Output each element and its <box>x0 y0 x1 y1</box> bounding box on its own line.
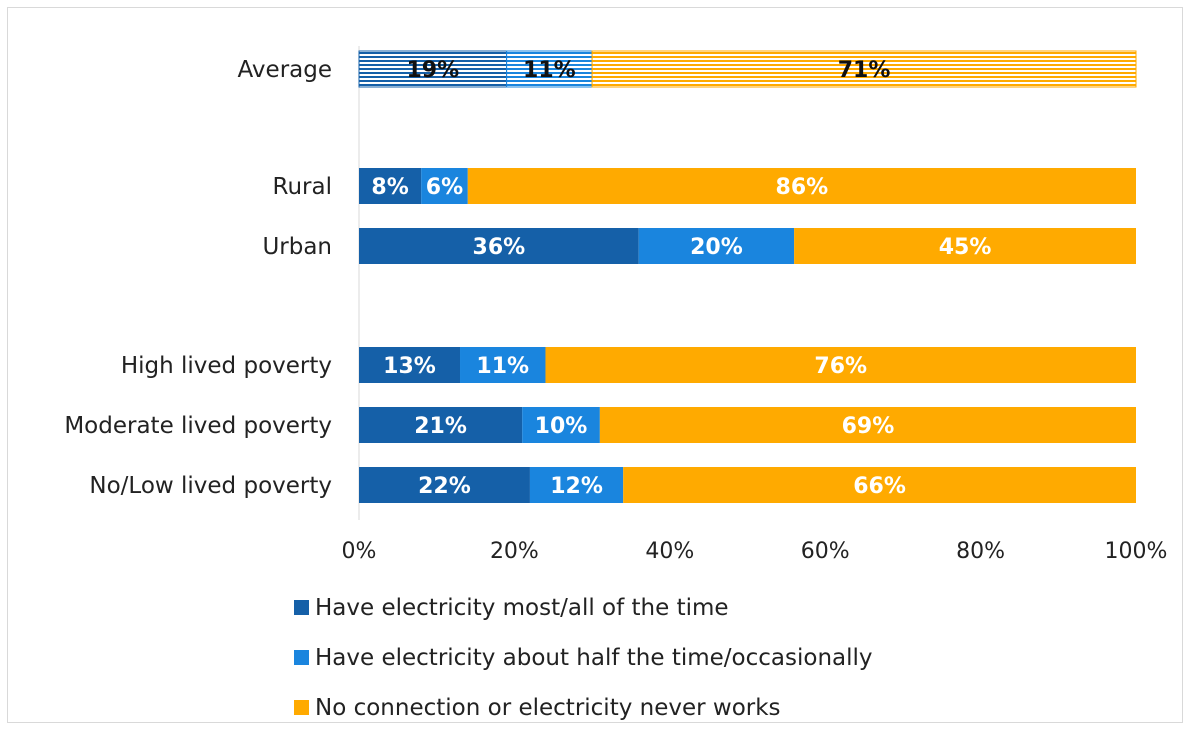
x-tick-label: 20% <box>490 539 539 564</box>
category-label: Urban <box>262 234 332 260</box>
data-label: 76% <box>814 354 867 379</box>
x-tick-label: 100% <box>1105 539 1168 564</box>
legend-item-most-time: Have electricity most/all of the time <box>294 594 873 621</box>
category-label: High lived poverty <box>121 353 332 379</box>
legend-label: Have electricity most/all of the time <box>315 595 729 621</box>
category-label: Moderate lived poverty <box>64 413 332 439</box>
chart-frame: 19% 11% 71% 8% 6% 86% 36% 20% 45% 13% 11% 76% 21% 10%… <box>7 7 1183 723</box>
stacked-bar-chart: 19% 11% 71% 8% 6% 86% 36% 20% 45% 13% 11% 76% 21% 10%… <box>8 8 1184 568</box>
data-label: 22% <box>418 474 471 499</box>
data-label: 6% <box>426 175 463 200</box>
data-label: 21% <box>414 414 467 439</box>
legend-label: Have electricity about half the time/occ… <box>315 645 873 671</box>
data-label: 69% <box>842 414 895 439</box>
bars-group: 19% 11% 71% 8% 6% 86% 36% 20% 45% 13% 11% 76% 21% 10%… <box>359 51 1136 503</box>
category-label: Rural <box>273 174 332 200</box>
data-label: 11% <box>523 58 576 83</box>
data-label: 12% <box>550 474 603 499</box>
x-tick-labels: 0% 20% 40% 60% 80% 100% <box>342 539 1168 564</box>
legend-swatch-dark-blue <box>294 600 309 615</box>
legend-item-half-time: Have electricity about half the time/occ… <box>294 644 873 671</box>
category-label: No/Low lived poverty <box>89 473 332 499</box>
data-label: 8% <box>371 175 408 200</box>
data-label: 11% <box>476 354 529 379</box>
data-label: 20% <box>690 235 743 260</box>
x-tick-label: 60% <box>801 539 850 564</box>
x-tick-label: 80% <box>956 539 1005 564</box>
category-label: Average <box>238 57 332 83</box>
data-label: 19% <box>406 58 459 83</box>
legend-item-no-connection: No connection or electricity never works <box>294 694 873 721</box>
data-label: 13% <box>383 354 436 379</box>
x-tick-label: 0% <box>342 539 377 564</box>
data-label: 71% <box>838 58 891 83</box>
data-label: 45% <box>939 235 992 260</box>
legend: Have electricity most/all of the time Ha… <box>294 594 873 744</box>
data-label: 86% <box>776 175 829 200</box>
legend-swatch-blue <box>294 650 309 665</box>
data-label: 10% <box>535 414 588 439</box>
x-tick-label: 40% <box>645 539 694 564</box>
legend-label: No connection or electricity never works <box>315 695 781 721</box>
data-label: 36% <box>473 235 526 260</box>
category-labels: Average Rural Urban High lived poverty Moder… <box>64 57 332 499</box>
legend-swatch-orange <box>294 700 309 715</box>
data-label: 66% <box>853 474 906 499</box>
